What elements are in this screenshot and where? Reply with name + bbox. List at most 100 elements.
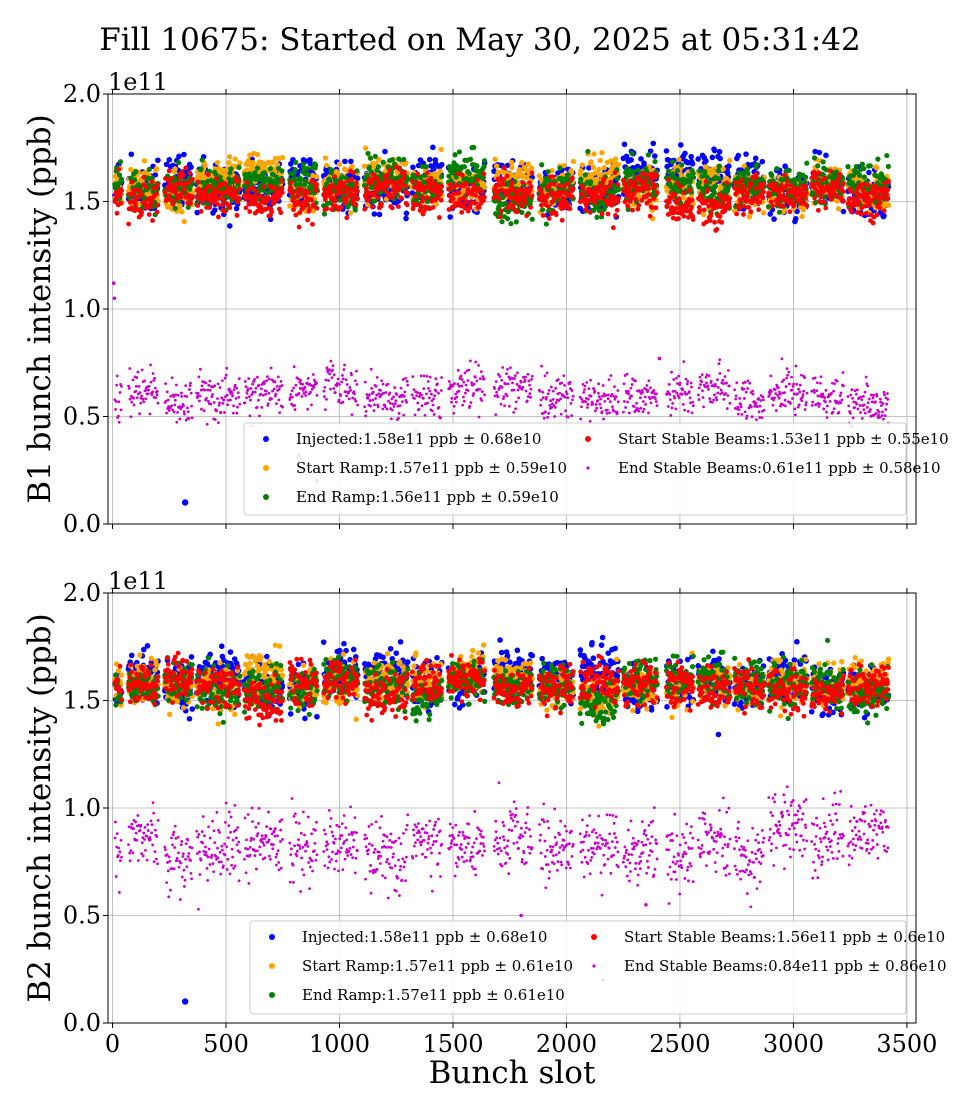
data-point <box>389 157 395 163</box>
data-point <box>173 188 179 194</box>
data-point <box>214 159 221 166</box>
data-point <box>114 210 120 216</box>
data-point <box>365 202 371 208</box>
data-point <box>614 200 620 206</box>
data-point <box>226 159 232 166</box>
data-point <box>116 414 120 418</box>
data-point <box>739 177 745 183</box>
data-point <box>791 203 797 209</box>
data-point <box>176 159 182 166</box>
data-point <box>199 157 205 163</box>
data-point <box>236 178 242 184</box>
data-point <box>402 169 407 175</box>
data-point <box>375 195 381 201</box>
data-point <box>860 182 866 187</box>
data-point <box>291 195 297 201</box>
data-point <box>402 183 408 189</box>
data-point <box>328 170 335 176</box>
data-point <box>211 207 218 213</box>
data-point <box>328 191 334 196</box>
data-point <box>546 216 552 221</box>
data-point <box>143 184 149 190</box>
data-point <box>712 183 718 189</box>
data-point <box>118 391 122 394</box>
data-point <box>552 196 558 202</box>
data-point <box>508 159 515 166</box>
data-point <box>150 393 154 397</box>
data-point <box>324 206 330 212</box>
data-point <box>223 181 228 187</box>
data-point <box>715 168 722 174</box>
data-point <box>778 182 784 188</box>
data-point <box>287 161 294 167</box>
data-point <box>279 190 285 195</box>
data-point <box>169 394 173 398</box>
data-point <box>152 172 159 178</box>
data-point <box>743 151 749 157</box>
data-point <box>362 206 368 212</box>
data-point <box>170 376 174 380</box>
data-point <box>570 158 577 165</box>
data-point <box>782 172 787 178</box>
data-point <box>218 181 224 187</box>
data-point <box>419 198 425 204</box>
data-point <box>322 155 329 161</box>
data-point <box>156 401 160 405</box>
data-point <box>387 167 392 173</box>
data-point <box>570 186 576 192</box>
data-point <box>515 209 520 214</box>
data-point <box>848 209 854 215</box>
data-point <box>615 161 622 168</box>
data-point <box>132 403 136 407</box>
data-point <box>232 156 238 162</box>
data-point <box>494 163 500 169</box>
data-point <box>881 208 887 214</box>
data-point <box>472 200 478 206</box>
data-point <box>760 195 766 201</box>
data-point <box>384 183 389 189</box>
data-point <box>594 176 600 183</box>
data-point <box>153 376 157 380</box>
data-point <box>194 209 201 216</box>
data-point <box>525 161 531 167</box>
data-point <box>453 182 459 188</box>
data-point <box>696 180 702 186</box>
data-point <box>482 194 487 200</box>
data-point <box>116 167 122 172</box>
data-point <box>147 388 151 392</box>
data-point <box>753 171 759 177</box>
data-point <box>438 146 444 153</box>
data-point <box>252 170 258 176</box>
data-point <box>163 161 170 168</box>
data-point <box>884 191 890 197</box>
data-point <box>313 188 319 194</box>
data-point <box>799 213 805 220</box>
data-point <box>770 203 775 209</box>
data-point <box>520 180 526 185</box>
data-point <box>650 140 657 147</box>
data-point <box>592 200 598 205</box>
data-point <box>437 168 443 174</box>
data-point <box>746 204 752 210</box>
data-point <box>820 159 826 165</box>
data-point <box>885 187 891 193</box>
data-point <box>117 400 121 404</box>
data-point <box>470 182 476 187</box>
data-point <box>621 141 628 148</box>
data-point <box>170 201 176 207</box>
data-point <box>371 211 378 217</box>
data-point <box>288 179 294 185</box>
data-point <box>459 209 465 215</box>
data-point <box>784 178 790 184</box>
data-point <box>155 389 159 393</box>
data-point <box>513 219 519 225</box>
data-point <box>180 173 186 179</box>
data-point <box>625 203 631 209</box>
data-point <box>207 205 212 210</box>
data-point <box>140 368 144 372</box>
data-point <box>139 192 145 198</box>
data-point <box>153 191 159 197</box>
data-point <box>690 170 696 176</box>
data-point <box>881 213 887 219</box>
data-point <box>630 169 636 175</box>
